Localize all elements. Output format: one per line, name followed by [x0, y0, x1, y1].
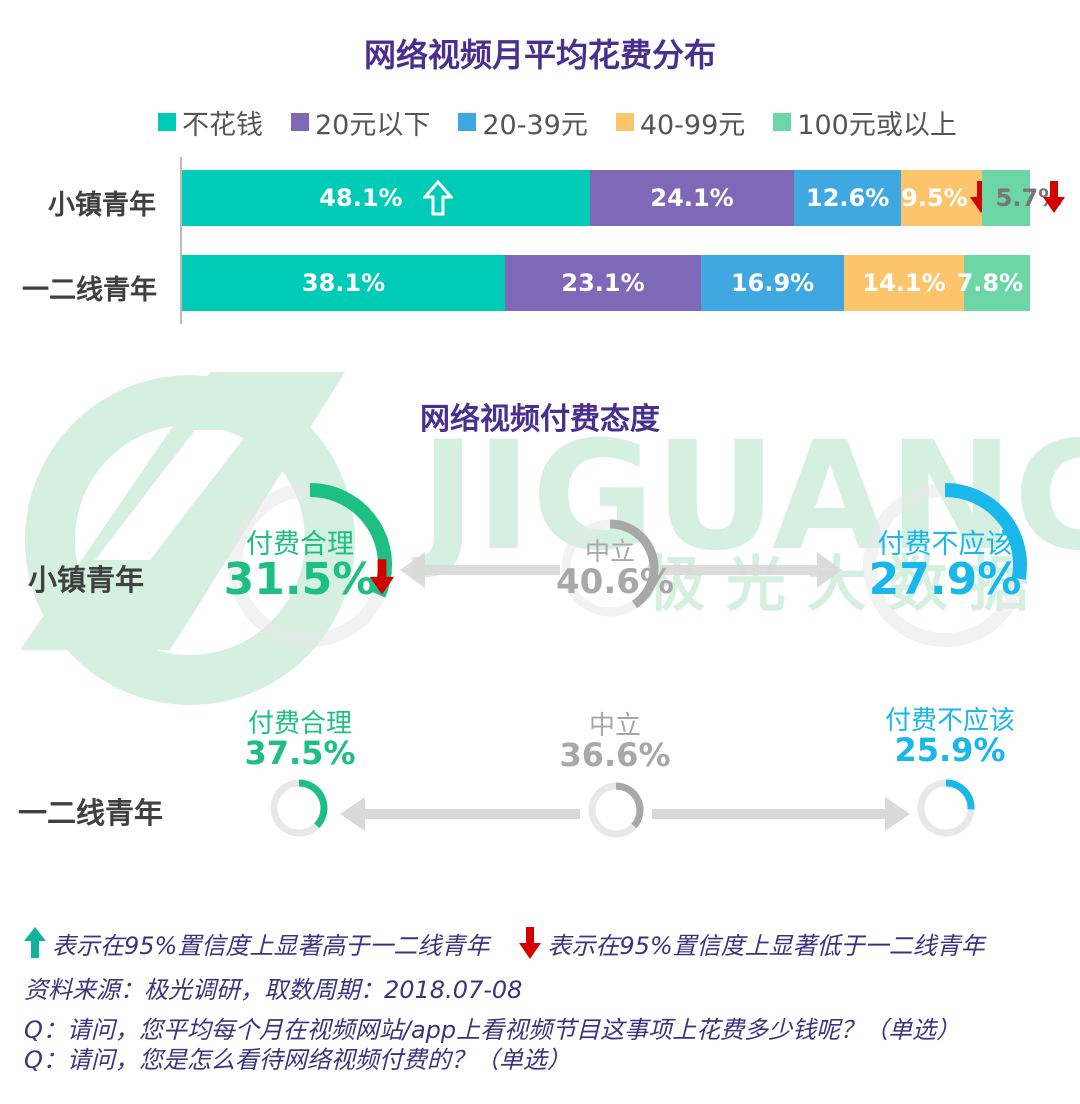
- connector-arrow-row1: [400, 552, 842, 588]
- footer-significance-row: 表示在95%置信度上显著高于一二线青年 表示在95%置信度上显著低于一二线青年: [24, 926, 985, 961]
- donut-arc: [945, 779, 975, 810]
- donut-value-tier1-shouldnt: 25.9%: [894, 731, 1006, 769]
- legend-item: 100元或以上: [773, 103, 957, 142]
- bar-data-label: 24.1%: [650, 184, 734, 212]
- donut-row-label-tier1: 一二线青年: [18, 796, 164, 830]
- legend-item: 20元以下: [291, 103, 430, 142]
- donut-arc: [615, 782, 644, 829]
- bar-segment: 12.6%: [794, 170, 902, 226]
- donut-value-small-town-neutral: 40.6%: [556, 562, 674, 602]
- stacked-bar-small-town: 48.1% 24.1% 12.6% 9.5% 5.7%: [182, 170, 1065, 226]
- legend-item: 40-99元: [615, 103, 746, 142]
- stacked-bar-tier1: 38.1% 23.1% 16.9% 14.1% 7.8%: [182, 255, 1030, 311]
- footer-source: 资料来源：极光调研，取数周期：2018.07-08: [24, 976, 523, 1004]
- bar-data-label: 23.1%: [561, 269, 645, 297]
- legend-label: 20-39元: [482, 109, 588, 141]
- legend-swatch: [458, 113, 477, 131]
- bar-data-label: 12.6%: [806, 184, 890, 212]
- donut-arc: [298, 779, 328, 829]
- legend-label: 不花钱: [182, 109, 263, 141]
- legend-label: 40-99元: [639, 109, 746, 141]
- bar-data-label: 16.9%: [730, 269, 815, 297]
- donut-arc: [609, 519, 659, 609]
- bar-segment: 7.8%: [957, 255, 1030, 311]
- donut-value-small-town-reasonable: 31.5%: [223, 554, 377, 605]
- down-arrow-icon: [1042, 181, 1065, 215]
- donut-arc: [944, 483, 1027, 580]
- row-label-tier1: 一二线青年: [22, 275, 157, 306]
- bar-data-label: 14.1%: [862, 269, 946, 297]
- footer-down-note: 表示在95%置信度上显著低于一二线青年: [547, 932, 985, 960]
- donut-value-tier1-neutral: 36.6%: [559, 736, 671, 774]
- legend-swatch: [291, 113, 309, 131]
- footer-question-1: Q：请问，您平均每个月在视频网站/app上看视频节目这事项上花费多少钱呢？（单选…: [24, 1016, 961, 1044]
- legend-swatch: [158, 113, 176, 131]
- donut-label-tier1-neutral: 中立: [588, 711, 641, 741]
- donut-label-tier1-shouldnt: 付费不应该: [884, 706, 1015, 736]
- footer-question-2: Q：请问，您是怎么看待网络视频付费的？（单选）: [24, 1046, 571, 1074]
- down-arrow-icon: [519, 926, 542, 961]
- legend-swatch: [773, 113, 792, 131]
- row-label-small-town: 小镇青年: [48, 190, 156, 221]
- up-arrow-outline-icon: [422, 180, 453, 216]
- legend-label: 100元或以上: [797, 109, 957, 141]
- down-arrow-icon: [369, 559, 395, 599]
- legend-item: 20-39元: [458, 103, 588, 142]
- legend-label: 20元以下: [315, 109, 431, 141]
- donut-label-small-town-reasonable: 付费合理: [246, 529, 354, 560]
- bar-data-label: 38.1%: [301, 269, 386, 297]
- chart1-title: 网络视频月平均花费分布: [363, 36, 716, 74]
- up-arrow-icon: [24, 926, 46, 961]
- legend-item: 不花钱: [158, 103, 263, 142]
- watermark-logo-icon: [20, 372, 355, 705]
- bar-segment: 14.1%: [844, 255, 964, 311]
- connector-arrow-row2: [340, 797, 910, 831]
- chart1-axis-line: [180, 157, 182, 324]
- bar-data-label: 48.1%: [319, 184, 403, 212]
- bar-segment: 24.1%: [589, 170, 795, 226]
- donut-label-small-town-shouldnt: 付费不应该: [877, 529, 1013, 560]
- legend-swatch: [615, 113, 634, 131]
- chart2-title: 网络视频付费态度: [420, 402, 660, 437]
- donut-row-label-small-town: 小镇青年: [28, 563, 145, 597]
- bar-data-label: 7.8%: [956, 269, 1024, 297]
- bar-segment: 5.7%: [981, 170, 1065, 226]
- bar-segment: 16.9%: [700, 255, 845, 311]
- bar-segment: 23.1%: [505, 255, 701, 311]
- donut-label-tier1-reasonable: 付费合理: [247, 709, 352, 739]
- bar-segment: 48.1%: [182, 170, 590, 226]
- donut-value-small-town-shouldnt: 27.9%: [868, 554, 1022, 605]
- donut-label-small-town-neutral: 中立: [584, 537, 635, 566]
- bar-data-label: 9.5%: [901, 184, 968, 212]
- footer-up-note: 表示在95%置信度上显著高于一二线青年: [52, 932, 490, 960]
- watermark-cn-text: 极 光 大 数 据: [645, 550, 1029, 620]
- donut-value-tier1-reasonable: 37.5%: [244, 734, 356, 772]
- bar-segment: 38.1%: [182, 255, 506, 311]
- chart1-legend: 不花钱 20元以下 20-39元 40-99元 100元或以上: [158, 103, 985, 142]
